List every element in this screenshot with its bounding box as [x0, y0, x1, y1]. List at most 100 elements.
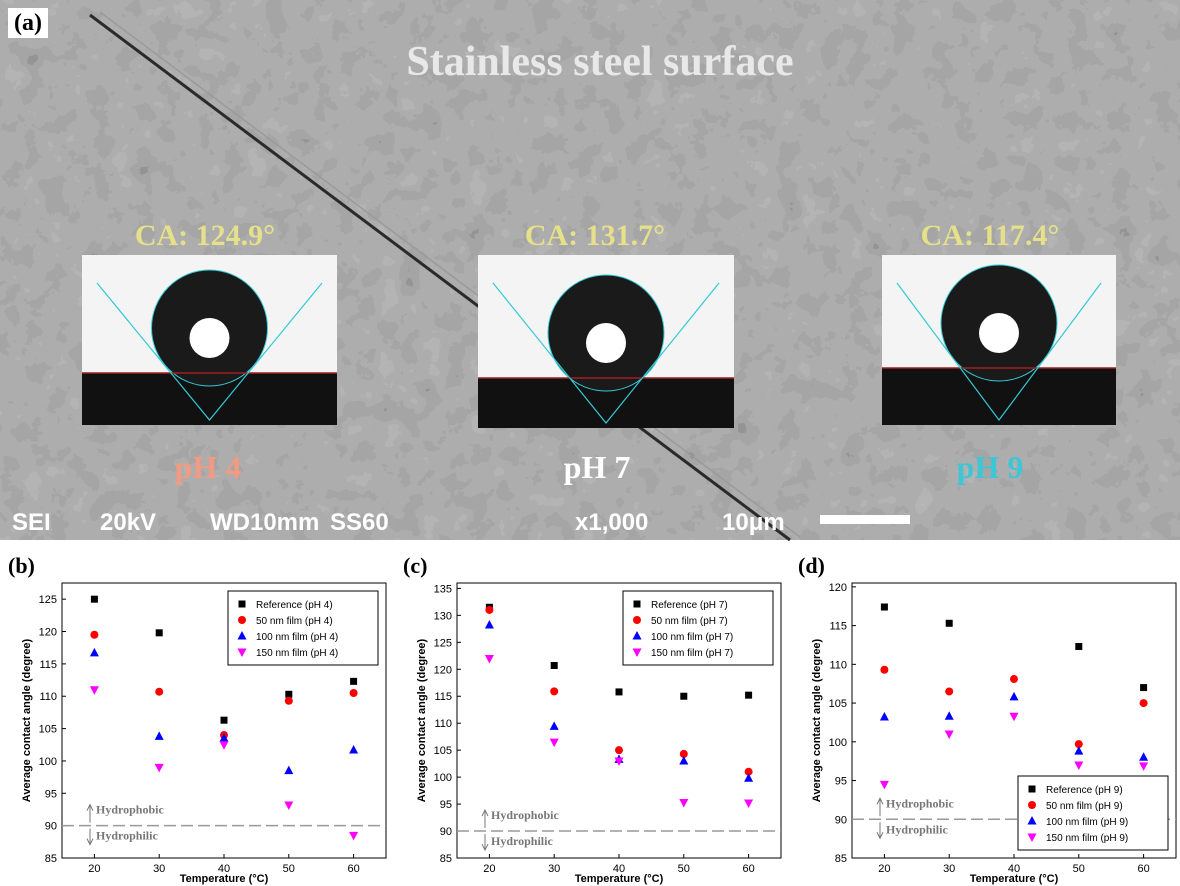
y-tick-label: 110 — [434, 718, 452, 730]
y-tick-label: 110 — [829, 659, 847, 671]
marker-square — [680, 692, 688, 700]
marker-circle — [1139, 699, 1148, 708]
x-tick-label: 30 — [943, 863, 955, 875]
marker-square — [1028, 785, 1036, 793]
annotation: Hydrophobic — [491, 808, 559, 822]
y-tick-label: 105 — [39, 724, 57, 736]
x-tick-label: 20 — [88, 863, 100, 875]
y-tick-label: 120 — [39, 627, 57, 639]
info-text: 20kV — [100, 509, 156, 536]
legend-label: 50 nm film (pH 7) — [651, 616, 728, 627]
chart: (b) 85 90 95 100 105 110 115 120 125 20 30 40 50 60 Tem… — [8, 553, 387, 885]
ph-label: pH 7 — [564, 449, 631, 485]
arrow-down — [86, 828, 94, 846]
y-tick-label: 90 — [835, 814, 847, 826]
legend-label: 100 nm film (pH 7) — [651, 632, 733, 643]
legend-label: 50 nm film (pH 4) — [256, 616, 333, 627]
y-tick-label: 95 — [835, 776, 847, 788]
y-tick-label: 130 — [434, 610, 452, 622]
highlight — [189, 318, 230, 358]
arrow-down — [876, 822, 884, 840]
info-text: SEI — [12, 509, 51, 536]
marker-triangle-up — [284, 765, 294, 775]
marker-triangle-up — [484, 620, 494, 629]
droplet-photo — [82, 255, 337, 425]
y-tick-label: 85 — [440, 853, 452, 865]
marker-triangle-down — [879, 780, 889, 790]
image-title: Stainless steel surface — [406, 39, 793, 85]
marker-triangle-down — [484, 654, 494, 664]
contact-angle: CA: 117.4° — [921, 219, 1060, 252]
marker-triangle-down — [614, 757, 624, 766]
marker-circle — [1010, 675, 1018, 684]
marker-square — [745, 691, 753, 699]
marker-triangle-up — [154, 731, 164, 740]
marker-square — [1075, 643, 1083, 651]
x-tick-label: 60 — [742, 863, 754, 875]
annotation: Hydrophilic — [886, 822, 948, 836]
y-tick-label: 90 — [45, 821, 57, 833]
marker-circle — [945, 687, 954, 696]
marker-triangle-down — [89, 686, 99, 695]
x-tick-label: 40 — [613, 863, 625, 875]
marker-triangle-down — [154, 763, 164, 773]
marker-triangle-up — [1074, 746, 1084, 755]
y-tick-label: 120 — [829, 582, 847, 594]
marker-circle — [633, 616, 641, 624]
panel-label: (a) — [14, 10, 42, 36]
marker-circle — [1074, 740, 1083, 749]
marker-circle — [880, 665, 889, 674]
marker-triangle-up — [1009, 691, 1019, 701]
y-tick-label: 105 — [829, 698, 847, 710]
marker-square — [220, 716, 228, 724]
marker-triangle-down — [679, 798, 689, 808]
tangent — [896, 282, 1102, 422]
ph-label: pH 9 — [957, 449, 1024, 485]
arrow-down — [481, 834, 489, 852]
marker-triangle-up — [349, 744, 359, 754]
x-tick-label: 40 — [1008, 863, 1020, 875]
info-text: x1,000 — [575, 509, 648, 536]
x-tick-label: 50 — [283, 863, 295, 875]
marker-triangle-down — [549, 738, 559, 748]
highlight — [586, 323, 626, 363]
y-tick-label: 110 — [39, 691, 57, 703]
marker-square — [155, 629, 163, 637]
y-tick-label: 120 — [434, 664, 452, 676]
sem-panel: (a) Stainless steel surface CA: 124.9° C… — [0, 0, 1180, 542]
legend-label: 150 nm film (pH 7) — [651, 648, 733, 659]
marker-triangle-up — [632, 631, 642, 640]
info-text: SS60 — [330, 509, 389, 536]
marker-triangle-up — [1139, 752, 1149, 761]
panel-label: (c) — [403, 553, 427, 578]
contact-angle: CA: 131.7° — [525, 219, 665, 252]
x-tick-label: 20 — [483, 863, 495, 875]
marker-square — [615, 688, 623, 696]
panel-label: (d) — [798, 553, 825, 578]
highlight — [979, 313, 1019, 353]
marker-triangle-down — [1139, 762, 1149, 771]
marker-triangle-down — [284, 801, 294, 810]
marker-square — [550, 662, 558, 669]
droplet-photo — [478, 255, 734, 428]
marker-triangle-up — [944, 711, 954, 720]
scale-bar — [820, 515, 910, 524]
chart: (d) 85 90 95 100 105 110 115 120 20 30 40 50 60 Temper… — [798, 553, 1177, 885]
marker-circle — [615, 746, 623, 755]
y-tick-label: 115 — [39, 659, 57, 671]
marker-square — [880, 603, 888, 611]
chart: (c) 85 90 95 100 105 110 115 120 125 130 135 20 30 40 5… — [403, 553, 782, 885]
annotation: Hydrophobic — [96, 803, 164, 817]
legend-label: 100 nm film (pH 4) — [256, 632, 338, 643]
legend-label: 50 nm film (pH 9) — [1046, 801, 1123, 812]
x-axis-title: Temperature (°C) — [575, 873, 664, 885]
y-tick-label: 95 — [45, 788, 57, 800]
ph-label: pH 4 — [175, 449, 242, 485]
legend-box — [227, 590, 379, 666]
legend-label: 150 nm film (pH 4) — [256, 648, 338, 659]
droplet-photo — [882, 255, 1116, 425]
marker-triangle-down — [1009, 712, 1019, 722]
legend-box — [622, 590, 774, 666]
